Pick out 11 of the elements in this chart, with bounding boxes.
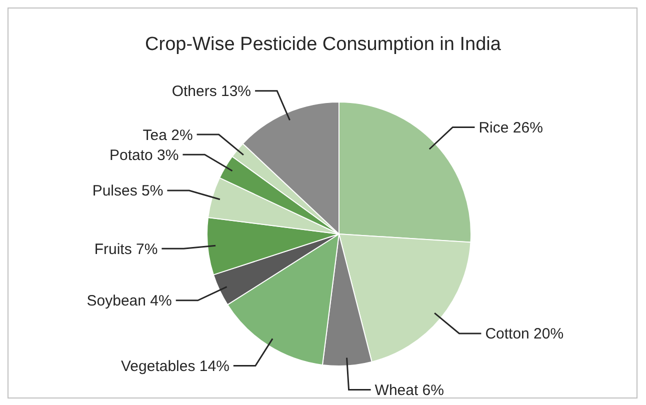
slice-label: Wheat 6%: [374, 382, 444, 399]
slice-label: Others 13%: [172, 83, 252, 100]
slice-label: Cotton 20%: [485, 326, 564, 343]
slice-label: Pulses 5%: [92, 182, 164, 200]
slice-label: Potato 3%: [110, 146, 179, 164]
slice-label: Tea 2%: [142, 126, 193, 144]
slice-label: Rice 26%: [478, 119, 543, 136]
slice-label: Vegetables 14%: [120, 358, 230, 375]
chart-title: Crop-Wise Pesticide Consumption in India: [145, 34, 502, 55]
slice-label: Soybean 4%: [86, 292, 172, 310]
slice-label: Fruits 7%: [94, 240, 158, 258]
